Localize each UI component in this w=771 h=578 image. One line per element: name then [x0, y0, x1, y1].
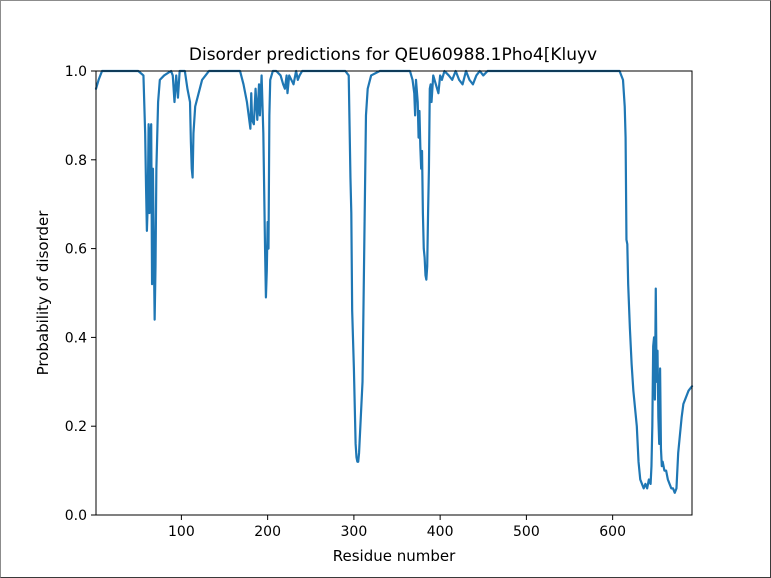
y-tick-label: 0.2	[65, 419, 87, 435]
x-tick-label: 300	[341, 524, 368, 540]
y-tick-label: 0.6	[65, 242, 87, 258]
series-line-disorder	[94, 69, 694, 494]
y-tick-label: 1.0	[65, 64, 87, 80]
x-tick-label: 200	[254, 524, 281, 540]
x-axis-label: Residue number	[333, 547, 456, 565]
y-tick-label: 0.4	[65, 330, 87, 346]
axis-ticks: 100 200 300 400 500 600 0.0 0.2 0.4 0.6 0.8 1.0	[65, 64, 626, 540]
plot-area-border	[95, 70, 693, 516]
x-tick-label: 400	[427, 524, 454, 540]
y-tick-label: 0.0	[65, 508, 87, 524]
chart-title: Disorder predictions for QEU60988.1Pho4[…	[189, 45, 597, 65]
x-tick-label: 600	[599, 524, 626, 540]
x-tick-label: 500	[513, 524, 540, 540]
y-tick-label: 0.8	[65, 153, 87, 169]
y-axis-label: Probability of disorder	[34, 210, 52, 376]
x-tick-label: 100	[168, 524, 195, 540]
